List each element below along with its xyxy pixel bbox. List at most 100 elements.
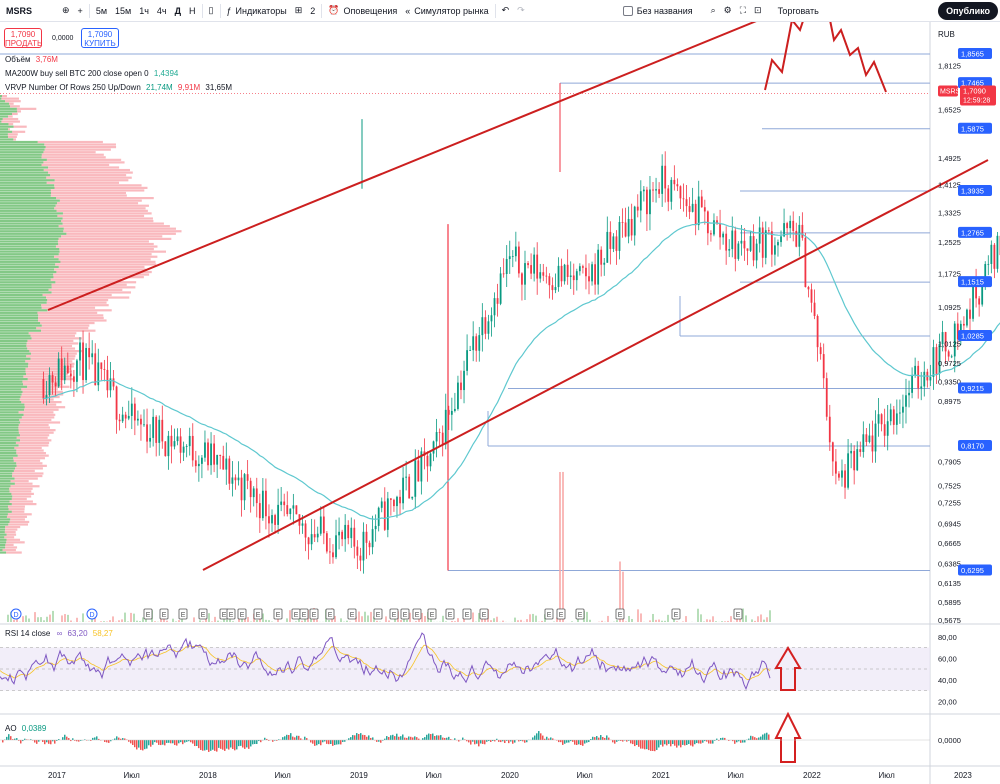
earnings-marker[interactable] — [544, 608, 554, 620]
legend-volume[interactable]: Объём 3,76M — [5, 55, 58, 64]
ao-bar — [688, 740, 690, 745]
interval-1h[interactable]: 1ч — [139, 5, 149, 16]
earnings-marker[interactable] — [347, 608, 357, 620]
replay-button[interactable]: «Симулятор рынка — [401, 0, 492, 22]
add-symbol-icon[interactable]: ⊕ — [62, 5, 70, 15]
ao-legend[interactable]: AO 0,0389 — [5, 724, 46, 733]
price-tick: 1,3325 — [938, 208, 961, 217]
dividend-marker[interactable] — [86, 608, 98, 620]
earnings-marker[interactable] — [198, 608, 208, 620]
price-tick: 0,8975 — [938, 397, 961, 406]
ao-bar — [744, 740, 746, 743]
ao-bar — [108, 740, 110, 743]
ao-bar — [130, 740, 132, 744]
vp-up-bar — [0, 375, 24, 378]
earnings-marker[interactable] — [575, 608, 585, 620]
candle-body — [109, 378, 112, 391]
legend-ma[interactable]: MA200W buy sell BTC 200 close open 0 1,4… — [5, 69, 178, 78]
vp-down-bar — [12, 130, 26, 133]
layout-name-button[interactable]: Без названия — [619, 0, 697, 22]
publish-button[interactable]: Опублико — [938, 2, 998, 20]
symbol-search-button[interactable]: MSRS — [6, 5, 33, 16]
templates-icon[interactable]: ⊞ — [294, 5, 303, 15]
vp-down-bar — [10, 485, 40, 488]
layout-checkbox[interactable] — [622, 5, 633, 16]
earnings-marker[interactable] — [143, 608, 153, 620]
redo-icon[interactable]: ↷ — [517, 5, 525, 15]
search-icon[interactable]: ⌕ — [710, 5, 716, 15]
ao-bar — [444, 737, 446, 740]
fullscreen-icon[interactable]: ⛶ — [739, 5, 747, 15]
alerts-button[interactable]: ⏰ Оповещения — [324, 0, 401, 22]
rsi-label: RSI 14 close — [5, 629, 51, 638]
earnings-marker[interactable] — [427, 608, 437, 620]
earnings-marker[interactable] — [226, 608, 236, 620]
sell-button[interactable]: 1,7090 ПРОДАТЬ — [4, 28, 42, 48]
layout-count[interactable]: 2 — [310, 5, 316, 16]
vp-up-bar — [0, 209, 57, 212]
screenshot-icon[interactable]: ⊡ — [754, 5, 762, 15]
earnings-marker[interactable] — [273, 608, 283, 620]
dividend-marker[interactable] — [10, 608, 22, 620]
candle-body — [231, 477, 234, 484]
ao-bar — [362, 734, 364, 740]
earnings-marker[interactable] — [556, 608, 566, 620]
interval-day[interactable]: Д — [174, 5, 182, 16]
earnings-marker[interactable] — [671, 608, 681, 620]
volume-bar — [208, 613, 210, 622]
earnings-marker[interactable] — [253, 608, 263, 620]
volume-bar — [760, 614, 762, 622]
buy-button[interactable]: 1,7090 КУПИТЬ — [81, 28, 119, 48]
settings-icon[interactable]: ⚙ — [723, 5, 732, 15]
interval-week[interactable]: Н — [189, 5, 196, 16]
volume-bar — [247, 617, 249, 622]
compare-icon[interactable]: + — [77, 5, 83, 16]
rsi-legend[interactable]: RSI 14 close ∞ 63,20 58,27 — [5, 629, 113, 638]
candle-body — [399, 496, 401, 504]
earnings-marker[interactable] — [159, 608, 169, 620]
ao-bar — [48, 740, 50, 744]
earnings-marker[interactable] — [733, 608, 743, 620]
candle-style-icon[interactable]: ▯ — [208, 5, 214, 15]
earnings-marker[interactable] — [462, 608, 472, 620]
trade-button[interactable]: Торговать — [777, 5, 819, 16]
interval-15m[interactable]: 15м — [115, 5, 132, 16]
legend-vrvp[interactable]: VRVP Number Of Rows 250 Up/Down 21,74M 9… — [5, 83, 232, 92]
ao-bar — [464, 739, 466, 740]
earnings-marker[interactable] — [615, 608, 625, 620]
earnings-marker[interactable] — [178, 608, 188, 620]
vp-up-bar — [0, 276, 54, 279]
earnings-marker[interactable] — [309, 608, 319, 620]
indicators-button[interactable]: ƒ Индикаторы — [223, 0, 291, 22]
vp-down-bar — [37, 140, 103, 144]
earnings-marker[interactable] — [325, 608, 335, 620]
vp-down-bar — [63, 230, 182, 233]
vp-up-bar — [0, 299, 48, 302]
trendline-lower — [202, 159, 989, 571]
earnings-marker[interactable] — [412, 608, 422, 620]
vp-up-bar — [0, 120, 2, 123]
interval-4h[interactable]: 4ч — [156, 5, 167, 16]
ao-bar — [640, 740, 642, 749]
vp-down-bar — [41, 163, 110, 167]
candle-body — [688, 206, 691, 212]
vp-down-bar — [59, 199, 142, 202]
ao-bar — [488, 740, 490, 742]
earnings-marker[interactable] — [373, 608, 383, 620]
ao-bar — [416, 737, 418, 740]
interval-5m[interactable]: 5м — [95, 5, 108, 16]
candle-body — [204, 442, 206, 458]
earnings-marker[interactable] — [299, 608, 309, 620]
undo-icon[interactable]: ↶ — [501, 5, 510, 15]
earnings-marker[interactable] — [479, 608, 489, 620]
earnings-marker[interactable] — [400, 608, 410, 620]
candle-body — [722, 233, 725, 238]
earnings-marker[interactable] — [389, 608, 399, 620]
ao-bar — [438, 735, 440, 740]
earnings-marker[interactable] — [237, 608, 247, 620]
ao-bar — [676, 740, 678, 748]
earnings-marker[interactable] — [445, 608, 455, 620]
candle-body — [655, 189, 657, 191]
vp-up-bar — [0, 474, 13, 478]
